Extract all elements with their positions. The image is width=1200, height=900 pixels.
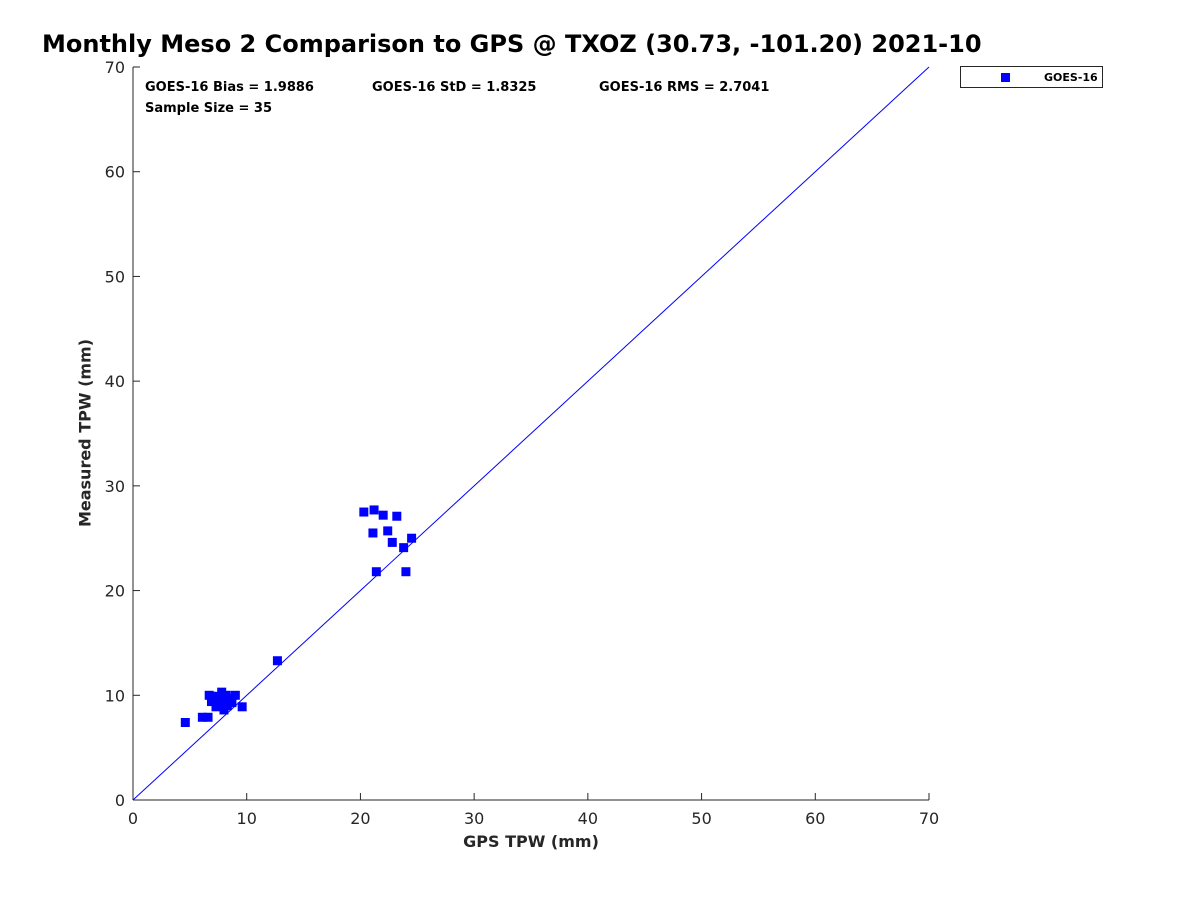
y-tick-label: 70 bbox=[105, 58, 125, 77]
y-tick-label: 50 bbox=[105, 267, 125, 286]
data-point bbox=[392, 511, 402, 521]
data-point bbox=[407, 533, 417, 543]
data-point bbox=[378, 510, 388, 520]
data-point bbox=[369, 505, 379, 515]
sample-size-stat: Sample Size = 35 bbox=[145, 101, 273, 116]
data-point bbox=[211, 702, 221, 712]
data-point bbox=[368, 528, 378, 538]
data-point bbox=[237, 702, 247, 712]
y-tick-label: 40 bbox=[105, 372, 125, 391]
legend: GOES-16 bbox=[960, 66, 1103, 88]
std-stat: GOES-16 StD = 1.8325 bbox=[372, 80, 537, 95]
x-tick-label: 20 bbox=[350, 809, 370, 828]
data-point bbox=[230, 690, 240, 700]
legend-marker-square-icon bbox=[1001, 73, 1010, 82]
bias-stat: GOES-16 Bias = 1.9886 bbox=[145, 80, 314, 95]
data-point bbox=[399, 543, 409, 553]
x-tick-label: 40 bbox=[578, 809, 598, 828]
y-axis-label: Measured TPW (mm) bbox=[75, 338, 95, 528]
data-point bbox=[221, 690, 231, 700]
data-point bbox=[383, 526, 393, 536]
data-point bbox=[197, 712, 207, 722]
y-tick-label: 10 bbox=[105, 686, 125, 705]
data-point bbox=[359, 507, 369, 517]
data-point bbox=[180, 718, 190, 728]
data-point bbox=[216, 696, 226, 706]
x-tick-label: 10 bbox=[237, 809, 257, 828]
legend-entry-label: GOES-16 bbox=[1044, 71, 1098, 84]
x-tick-label: 60 bbox=[805, 809, 825, 828]
data-point bbox=[222, 701, 232, 711]
x-axis-label: GPS TPW (mm) bbox=[463, 832, 599, 851]
x-tick-label: 0 bbox=[128, 809, 138, 828]
x-tick-label: 70 bbox=[919, 809, 939, 828]
y-tick-label: 0 bbox=[115, 791, 125, 810]
one-to-one-reference-line bbox=[132, 66, 930, 801]
data-point bbox=[371, 567, 381, 577]
data-point bbox=[387, 537, 397, 547]
chart-title: Monthly Meso 2 Comparison to GPS @ TXOZ … bbox=[42, 30, 982, 58]
rms-stat: GOES-16 RMS = 2.7041 bbox=[599, 80, 770, 95]
y-tick-label: 30 bbox=[105, 477, 125, 496]
data-point bbox=[203, 712, 213, 722]
y-tick-label: 60 bbox=[105, 163, 125, 182]
x-tick-label: 50 bbox=[691, 809, 711, 828]
y-tick-label: 20 bbox=[105, 582, 125, 601]
x-tick-label: 30 bbox=[464, 809, 484, 828]
data-point bbox=[272, 656, 282, 666]
data-point bbox=[206, 691, 216, 701]
data-point bbox=[401, 567, 411, 577]
data-point bbox=[226, 693, 236, 703]
